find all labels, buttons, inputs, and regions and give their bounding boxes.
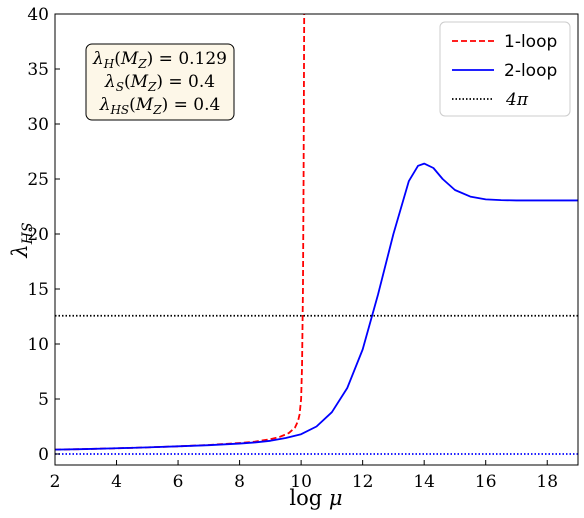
x-axis-ticks: 2 4 6 8 10 12 14 16 18 bbox=[50, 460, 558, 492]
y-axis-ticks: 0 5 10 15 20 25 30 35 40 bbox=[27, 5, 60, 465]
plot-frame bbox=[54, 13, 579, 466]
legend-frame bbox=[439, 21, 571, 117]
legend-label-2-loop: 2-loop bbox=[504, 61, 557, 81]
annotation-box: λH(MZ) = 0.129 λS(MZ) = 0.4 λHS(MZ) = 0.… bbox=[85, 43, 235, 121]
x-tick-label: 6 bbox=[173, 472, 184, 492]
y-tick-label: 10 bbox=[27, 335, 49, 355]
annotation-line: λH(MZ) = 0.129 bbox=[92, 49, 227, 71]
y-axis-label: λHS bbox=[8, 222, 36, 258]
annotation-line: λS(MZ) = 0.4 bbox=[104, 72, 215, 94]
legend: 1-loop 2-loop 4π bbox=[439, 21, 571, 117]
y-tick-label: 35 bbox=[27, 60, 49, 80]
x-tick-label: 16 bbox=[475, 472, 497, 492]
y-tick-label: 5 bbox=[38, 390, 49, 410]
y-tick-label: 25 bbox=[27, 170, 49, 190]
x-tick-label: 2 bbox=[50, 472, 61, 492]
series-layer bbox=[55, 14, 578, 455]
x-tick-label: 14 bbox=[413, 472, 435, 492]
series-line-2 bbox=[55, 162, 578, 451]
x-tick-label: 18 bbox=[536, 472, 558, 492]
x-tick-label: 4 bbox=[111, 472, 122, 492]
y-tick-label: 0 bbox=[38, 445, 49, 465]
x-tick-label: 10 bbox=[290, 472, 312, 492]
x-tick-label: 12 bbox=[352, 472, 374, 492]
annotation-line: λHS(MZ) = 0.4 bbox=[99, 95, 221, 117]
x-axis-label: log μ bbox=[289, 486, 342, 510]
y-tick-label: 30 bbox=[27, 115, 49, 135]
legend-label-4pi: 4π bbox=[505, 90, 529, 110]
y-tick-label: 15 bbox=[27, 280, 49, 300]
legend-label-1-loop: 1-loop bbox=[504, 32, 557, 52]
y-tick-label: 20 bbox=[27, 225, 49, 245]
x-tick-label: 8 bbox=[234, 472, 245, 492]
y-tick-label: 40 bbox=[27, 5, 49, 25]
